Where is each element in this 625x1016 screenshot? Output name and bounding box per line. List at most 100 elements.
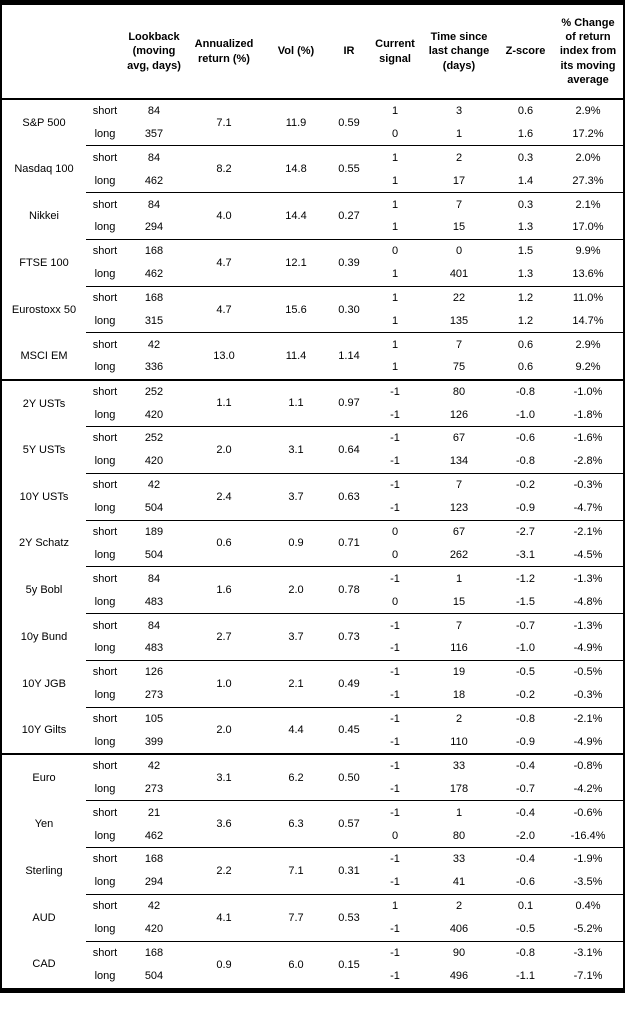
time-since-change-cell: 15 — [420, 590, 498, 615]
z-score-cell: -0.9 — [498, 496, 553, 521]
time-since-change-cell: 3 — [455, 105, 463, 118]
pct-change-cell: 13.6% — [553, 262, 623, 287]
pct-change-cell: -0.5% — [573, 666, 603, 679]
time-since-change-cell: 7 — [455, 479, 463, 492]
lookback-cell: 252 — [144, 432, 164, 445]
ir-cell: 0.30 — [328, 286, 370, 334]
vol-cell: 11.9 — [264, 99, 328, 147]
instrument-name-cell: 10Y Gilts — [2, 707, 86, 755]
horizon-cell: long — [86, 215, 124, 240]
pct-change-cell: -2.8% — [553, 449, 623, 474]
time-since-change-cell: 19 — [452, 666, 466, 679]
header-lookback: Lookback (moving avg, days) — [124, 5, 184, 100]
lookback-cell: 462 — [124, 824, 184, 849]
z-score-cell: 0.3 — [517, 151, 534, 164]
vol-cell: 12.1 — [264, 239, 328, 287]
z-score-cell: -0.8 — [498, 449, 553, 474]
lookback-cell: 252 — [144, 385, 164, 398]
vol-cell: 4.4 — [264, 707, 328, 755]
instrument-name-cell: Nasdaq 100 — [14, 163, 74, 176]
ir-cell: 0.45 — [328, 707, 370, 755]
signal-cell: -1 — [390, 947, 400, 959]
lookback-cell: 21 — [147, 806, 161, 819]
instrument-name-cell: 10y Bund — [20, 630, 68, 643]
ir-cell: 0.59 — [328, 99, 370, 147]
annualized-return-cell: 4.1 — [184, 894, 264, 942]
time-since-change-cell: 1 — [420, 122, 498, 147]
annualized-return-cell: 0.6 — [184, 520, 264, 568]
time-since-change-cell: 2 — [455, 151, 463, 164]
table-row: long 357 0 1 1.6 17.2% — [2, 122, 623, 147]
horizon-cell: long — [86, 449, 124, 474]
table-row: long 462 1 401 1.3 13.6% — [2, 262, 623, 287]
annualized-return-cell: 2.4 — [184, 473, 264, 521]
lookback-cell: 84 — [147, 619, 161, 632]
ir-cell: 0.50 — [328, 753, 370, 802]
pct-change-cell: -0.3% — [553, 683, 623, 708]
z-score-cell: -0.2 — [516, 479, 535, 492]
signal-cell: 0 — [370, 590, 420, 615]
pct-change-cell: 9.9% — [575, 245, 601, 258]
horizon-cell: short — [92, 151, 118, 164]
lookback-cell: 483 — [124, 636, 184, 661]
lookback-cell: 273 — [124, 777, 184, 802]
header-ir: IR — [328, 5, 370, 100]
horizon-cell: short — [92, 338, 118, 351]
instrument-name-cell: Euro — [32, 771, 56, 784]
z-score-cell: 0.1 — [517, 900, 534, 913]
instrument-name-cell: 2Y Schatz — [19, 537, 69, 550]
instrument-name-cell: 5y Bobl — [25, 584, 63, 597]
time-since-change-cell: 1 — [455, 572, 463, 585]
lookback-cell: 483 — [124, 590, 184, 615]
ir-cell: 0.73 — [328, 613, 370, 661]
horizon-cell: short — [92, 105, 118, 118]
z-score-cell: 0.6 — [498, 356, 553, 381]
table-row: long 420 -1 406 -0.5 -5.2% — [2, 917, 623, 942]
lookback-cell: 84 — [147, 105, 161, 118]
time-since-change-cell: 67 — [452, 525, 466, 538]
signal-cell: 0 — [370, 122, 420, 147]
horizon-cell: short — [92, 619, 118, 632]
lookback-cell: 84 — [147, 572, 161, 585]
table-row: 2Y Schatz short 189 0.6 0.9 0.71 0 67 -2.7 -2.1% — [2, 520, 623, 568]
ir-cell: 0.53 — [328, 894, 370, 942]
lookback-cell: 168 — [144, 853, 164, 866]
signal-cell: -1 — [390, 970, 400, 983]
table-row: 2Y USTs short 252 1.1 1.1 0.97 -1 80 -0.8 -1.0% — [2, 379, 623, 427]
pct-change-cell: -4.9% — [553, 730, 623, 755]
horizon-cell: short — [92, 432, 118, 445]
z-score-cell: 1.3 — [498, 262, 553, 287]
instrument-name-cell: AUD — [32, 911, 56, 924]
table-row: long 420 -1 134 -0.8 -2.8% — [2, 449, 623, 474]
instrument-name-cell: CAD — [32, 958, 56, 971]
page: Lookback (moving avg, days) Annualized r… — [0, 0, 625, 993]
time-since-change-cell: 134 — [420, 449, 498, 474]
horizon-cell: short — [92, 760, 118, 773]
signal-cell: 1 — [391, 338, 399, 351]
vol-cell: 1.1 — [264, 379, 328, 427]
table-row: long 273 -1 18 -0.2 -0.3% — [2, 683, 623, 708]
pct-change-cell: -1.0% — [573, 385, 603, 398]
horizon-cell: long — [86, 730, 124, 755]
pct-change-cell: -0.6% — [573, 806, 603, 819]
table-row: Euro short 42 3.1 6.2 0.50 -1 33 -0.4 -0.8% — [2, 753, 623, 802]
lookback-cell: 420 — [124, 917, 184, 942]
lookback-cell: 357 — [124, 122, 184, 147]
vol-cell: 7.1 — [264, 847, 328, 895]
lookback-cell: 336 — [124, 356, 184, 381]
time-since-change-cell: 123 — [420, 496, 498, 521]
table-header-row: Lookback (moving avg, days) Annualized r… — [2, 5, 623, 100]
time-since-change-cell: 178 — [420, 777, 498, 802]
table-row: long 294 -1 41 -0.6 -3.5% — [2, 870, 623, 895]
z-score-cell: -0.4 — [516, 806, 535, 819]
ir-cell: 0.27 — [328, 192, 370, 240]
ir-cell: 0.97 — [328, 379, 370, 427]
horizon-cell: short — [92, 806, 118, 819]
time-since-change-cell: 7 — [455, 338, 463, 351]
time-since-change-cell: 1 — [455, 806, 463, 819]
vol-cell: 3.1 — [264, 426, 328, 474]
annualized-return-cell: 13.0 — [184, 332, 264, 381]
z-score-cell: 0.6 — [517, 338, 534, 351]
horizon-cell: short — [92, 900, 118, 913]
time-since-change-cell: 496 — [449, 970, 469, 983]
